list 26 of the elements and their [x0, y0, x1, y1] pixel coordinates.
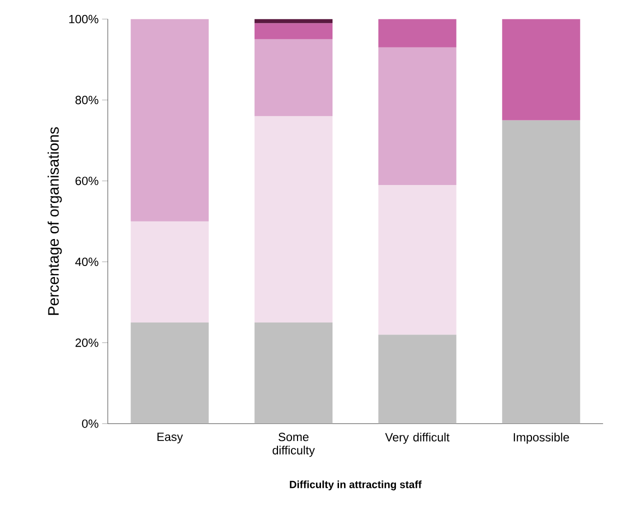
bar — [254, 322, 333, 424]
bar — [130, 19, 209, 222]
x-tick-label: Easy — [157, 432, 183, 444]
x-axis-title: Difficulty in attracting staff — [290, 480, 422, 490]
bar — [254, 39, 333, 116]
bar — [502, 120, 580, 424]
bar — [254, 23, 333, 40]
bar — [502, 19, 580, 120]
y-tick-label: 40% — [75, 258, 98, 266]
bar — [378, 184, 456, 335]
x-tick-label: Very difficult — [385, 432, 450, 444]
x-tick-label: Impossible — [514, 432, 570, 444]
bar — [378, 19, 456, 48]
y-axis-title: Percentage of organisations — [48, 127, 62, 315]
x-tick-label: Some difficulty — [272, 432, 315, 457]
bar — [378, 334, 456, 424]
y-tick-label: 60% — [76, 176, 98, 186]
bar — [254, 19, 333, 24]
y-tick-label: 80% — [75, 96, 98, 104]
bar — [254, 116, 333, 323]
y-tick-label: 0% — [82, 419, 98, 428]
bar — [130, 221, 209, 323]
y-tick-label: 100% — [69, 14, 98, 24]
y-tick-label: 20% — [76, 338, 98, 347]
bar — [378, 47, 456, 185]
bar — [130, 322, 209, 424]
